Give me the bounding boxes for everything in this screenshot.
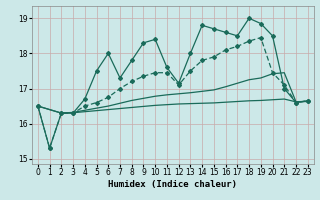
X-axis label: Humidex (Indice chaleur): Humidex (Indice chaleur): [108, 180, 237, 189]
